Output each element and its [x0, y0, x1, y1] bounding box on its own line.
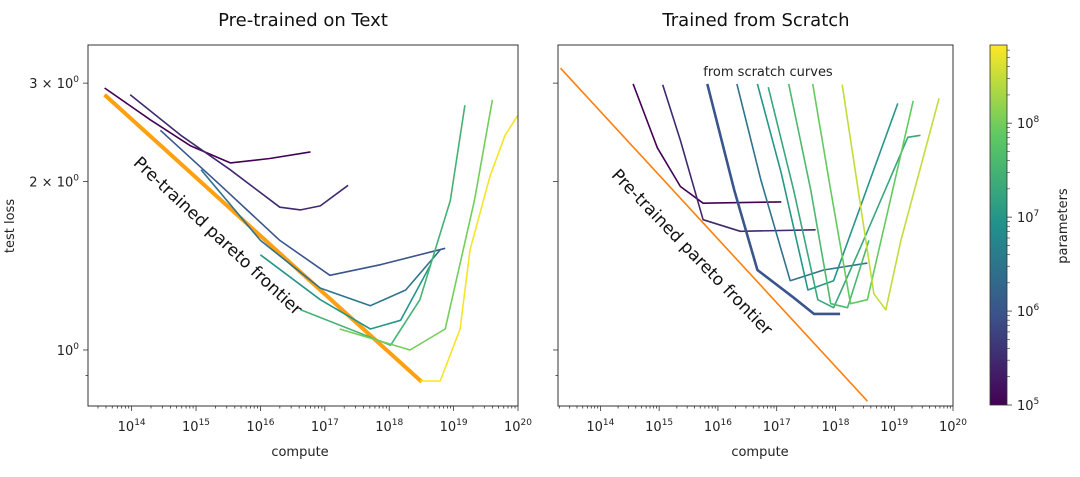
colorbar: [989, 44, 1008, 406]
x-tick-label: 1018: [821, 418, 849, 435]
series-line-80000000: [811, 83, 914, 305]
series-line-100000: [104, 87, 311, 164]
series-line-10000000: [756, 83, 899, 291]
series-line-3000000: [200, 169, 441, 307]
x-tick-label: 1015: [645, 418, 673, 435]
series-line-300000000: [841, 84, 940, 311]
left-panel: 1014 1015 1016 1017 1018 1019 1020 3 × 100 2 × 1…: [29, 44, 532, 435]
series-line-300000: [661, 84, 816, 233]
series-line-10000000: [259, 254, 432, 330]
series-line-100000000: [339, 99, 494, 351]
x-tick-label: 1019: [880, 418, 908, 435]
colorbar-label: parameters: [1056, 188, 1071, 264]
series-line-3000000: [736, 83, 868, 282]
colorbar-tick-label: 108: [1017, 115, 1040, 132]
y-tick-label: 3 × 100: [29, 75, 79, 92]
x-tick-label: 1016: [704, 418, 732, 435]
series-line-1000000: [159, 129, 446, 277]
pareto-frontier-line: [103, 93, 424, 384]
pareto-frontier-line: [559, 67, 869, 402]
x-tick-label: 1020: [939, 418, 967, 435]
right-frontier-annotation: Pre-trained pareto frontier: [607, 165, 776, 339]
right-panel: 1014 1015 1016 1017 1018 1019 1020: [553, 44, 967, 435]
from-scratch-annotation: from scratch curves: [703, 65, 833, 80]
axes-frame: [87, 44, 519, 407]
right-x-axis-label: compute: [731, 445, 788, 460]
left-x-axis-label: compute: [271, 445, 328, 460]
y-tick-label: 2 × 100: [29, 174, 79, 191]
series-line-30000000: [300, 105, 466, 347]
axes-frame: [557, 44, 954, 407]
x-tick-label: 1019: [440, 418, 468, 435]
y-axis-label: test loss: [3, 199, 18, 253]
x-tick-label: 1020: [504, 418, 532, 435]
series-line-100000: [632, 83, 782, 204]
colorbar-tick-label: 107: [1017, 209, 1039, 226]
series-line-600000000: [419, 114, 518, 382]
series-line-300000: [129, 94, 349, 211]
colorbar-tick-label: 105: [1017, 397, 1039, 414]
series-line-20000000: [767, 87, 921, 309]
x-tick-label: 1014: [118, 418, 146, 435]
left-panel-title: Pre-trained on Text: [218, 10, 388, 31]
y-tick-label: 100: [57, 342, 80, 359]
x-tick-label: 1015: [182, 418, 210, 435]
right-panel-title: Trained from Scratch: [661, 10, 849, 31]
x-tick-label: 1018: [375, 418, 403, 435]
x-tick-label: 1017: [311, 418, 339, 435]
x-tick-label: 1017: [763, 418, 791, 435]
series-line-40000000: [787, 83, 870, 309]
x-tick-label: 1016: [246, 418, 274, 435]
series-line-1000000: [706, 83, 841, 316]
left-frontier-annotation: Pre-trained pareto frontier: [129, 153, 306, 320]
x-tick-label: 1014: [586, 418, 614, 435]
colorbar-tick-label: 106: [1017, 303, 1040, 320]
